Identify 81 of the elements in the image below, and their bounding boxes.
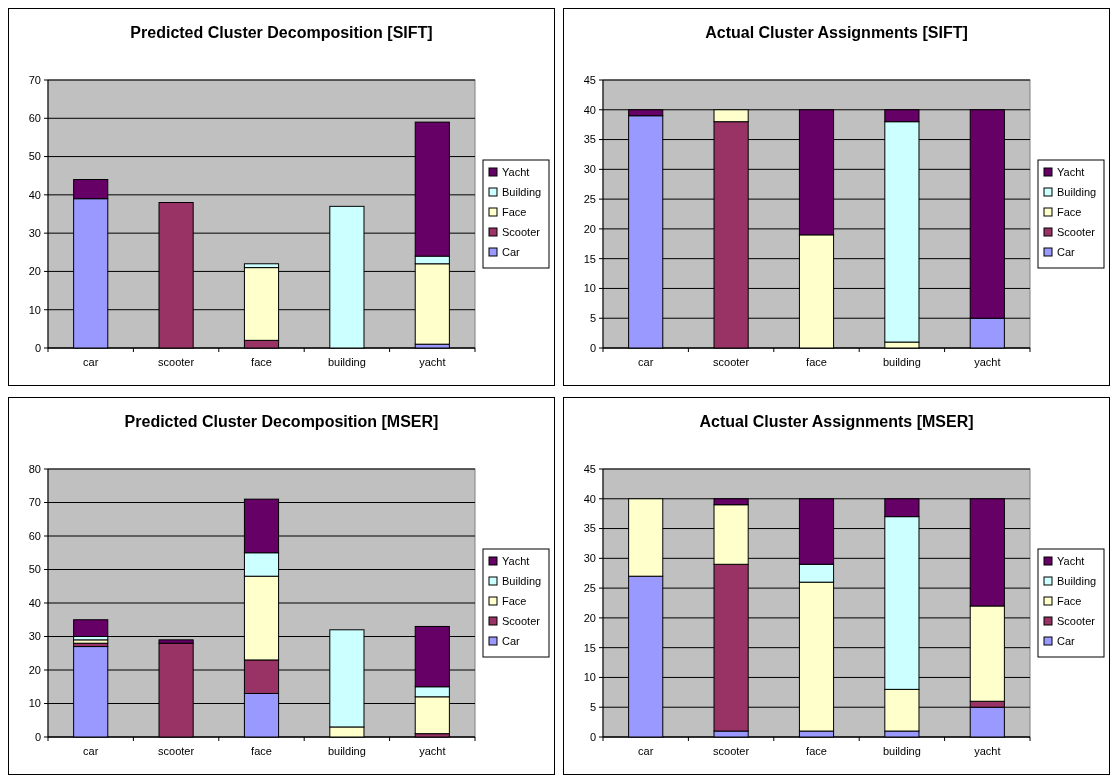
- legend-label: Scooter: [502, 614, 541, 627]
- x-tick-label: building: [882, 745, 921, 757]
- x-tick-label: yacht: [974, 356, 1001, 368]
- x-tick-label: face: [806, 356, 827, 368]
- legend-label: Face: [502, 594, 527, 607]
- y-tick-label: 5: [589, 312, 596, 325]
- legend-label: Car: [1057, 634, 1076, 647]
- chart-title: Actual Cluster Assignments [SIFT]: [705, 24, 968, 41]
- y-tick-label: 20: [28, 663, 41, 676]
- legend-label: Yacht: [502, 554, 530, 567]
- legend-label: Scooter: [502, 225, 541, 238]
- y-tick-label: 35: [583, 522, 596, 535]
- y-tick-label: 30: [28, 226, 41, 239]
- y-tick-label: 70: [28, 73, 41, 86]
- x-tick-label: face: [251, 745, 272, 757]
- y-tick-label: 30: [583, 552, 596, 565]
- x-tick-label: yacht: [419, 745, 446, 757]
- legend-label: Scooter: [1057, 225, 1096, 238]
- y-tick-label: 0: [34, 341, 41, 354]
- legend-label: Face: [502, 205, 527, 218]
- x-tick-label: yacht: [974, 745, 1001, 757]
- chart-title: Predicted Cluster Decomposition [SIFT]: [130, 24, 433, 41]
- y-tick-label: 35: [583, 133, 596, 146]
- y-tick-label: 30: [28, 630, 41, 643]
- legend-label: Building: [502, 185, 542, 198]
- x-tick-label: yacht: [419, 356, 446, 368]
- x-tick-label: scooter: [713, 356, 750, 368]
- y-tick-label: 45: [583, 462, 596, 475]
- y-tick-label: 30: [583, 163, 596, 176]
- x-tick-label: scooter: [158, 745, 195, 757]
- legend-label: Building: [502, 574, 542, 587]
- y-tick-label: 40: [583, 103, 596, 116]
- y-tick-label: 15: [583, 252, 596, 265]
- x-tick-label: car: [638, 745, 654, 757]
- y-tick-label: 60: [28, 529, 41, 542]
- legend-label: Car: [502, 634, 521, 647]
- legend-label: Car: [1057, 245, 1076, 258]
- x-tick-label: building: [882, 356, 921, 368]
- y-tick-label: 10: [28, 303, 41, 316]
- y-tick-label: 5: [589, 701, 596, 714]
- legend-label: Face: [1057, 594, 1082, 607]
- x-tick-label: face: [806, 745, 827, 757]
- x-tick-label: car: [638, 356, 654, 368]
- x-tick-label: face: [251, 356, 272, 368]
- legend-label: Car: [502, 245, 521, 258]
- x-tick-label: building: [327, 356, 366, 368]
- y-tick-label: 80: [28, 462, 41, 475]
- y-tick-label: 0: [589, 730, 596, 743]
- y-tick-label: 10: [583, 671, 596, 684]
- x-tick-label: car: [83, 745, 99, 757]
- y-tick-label: 45: [583, 73, 596, 86]
- y-tick-label: 40: [28, 188, 41, 201]
- y-tick-label: 60: [28, 112, 41, 125]
- y-tick-label: 50: [28, 563, 41, 576]
- x-tick-label: car: [83, 356, 99, 368]
- chart-title: Actual Cluster Assignments [MSER]: [699, 413, 974, 430]
- y-tick-label: 20: [583, 222, 596, 235]
- y-tick-label: 40: [28, 596, 41, 609]
- legend-label: Yacht: [1057, 165, 1085, 178]
- y-tick-label: 10: [28, 697, 41, 710]
- x-tick-label: scooter: [713, 745, 750, 757]
- chart-title: Predicted Cluster Decomposition [MSER]: [124, 413, 439, 430]
- y-tick-label: 25: [583, 192, 596, 205]
- y-tick-label: 15: [583, 641, 596, 654]
- y-tick-label: 70: [28, 496, 41, 509]
- y-tick-label: 50: [28, 150, 41, 163]
- legend-label: Yacht: [502, 165, 530, 178]
- y-tick-label: 0: [589, 341, 596, 354]
- y-tick-label: 20: [28, 265, 41, 278]
- legend-label: Building: [1057, 574, 1097, 587]
- y-tick-label: 40: [583, 492, 596, 505]
- legend-label: Yacht: [1057, 554, 1085, 567]
- legend-label: Face: [1057, 205, 1082, 218]
- x-tick-label: building: [327, 745, 366, 757]
- y-tick-label: 10: [583, 282, 596, 295]
- x-tick-label: scooter: [158, 356, 195, 368]
- y-tick-label: 20: [583, 611, 596, 624]
- y-tick-label: 25: [583, 581, 596, 594]
- legend-label: Scooter: [1057, 614, 1096, 627]
- y-tick-label: 0: [34, 730, 41, 743]
- legend-label: Building: [1057, 185, 1097, 198]
